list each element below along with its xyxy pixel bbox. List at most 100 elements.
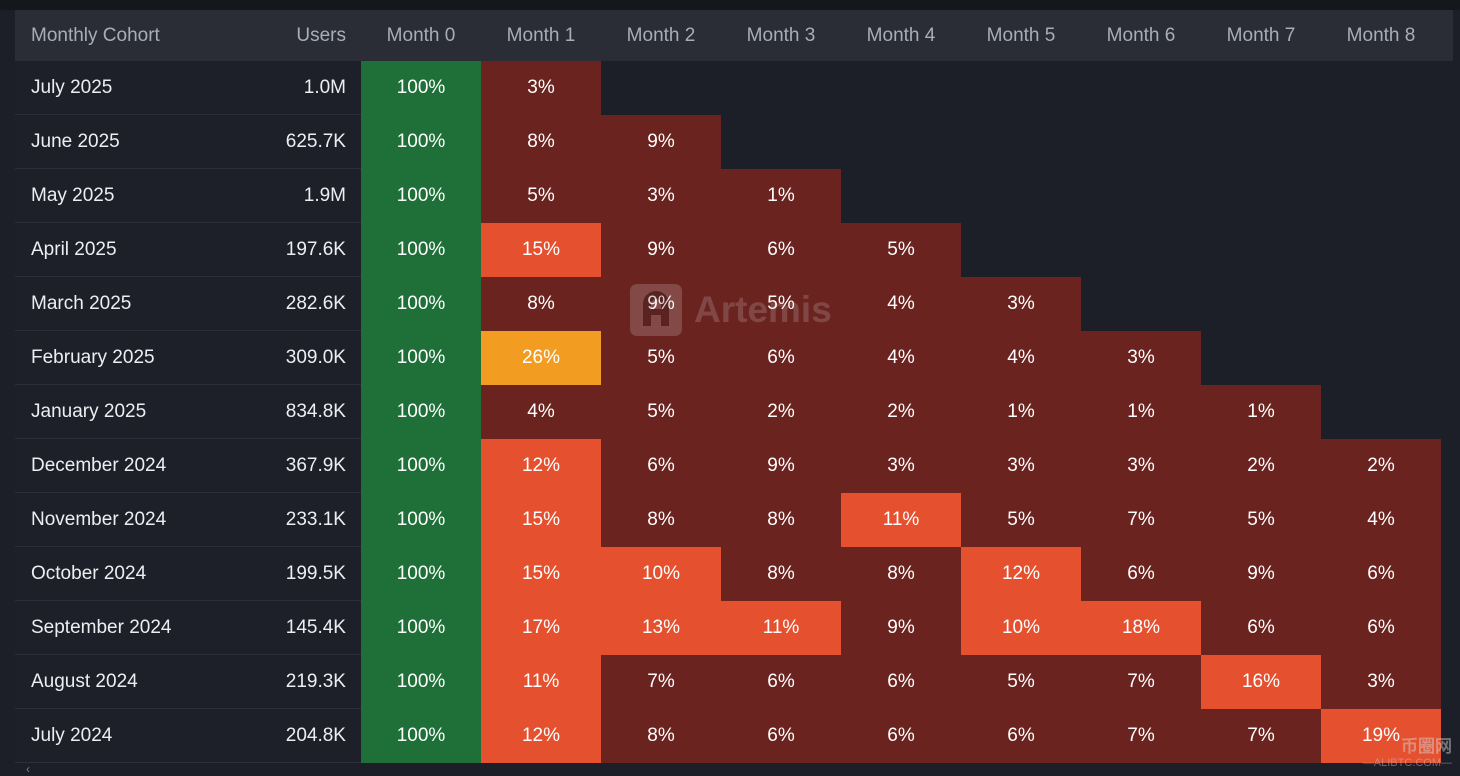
retention-cell: 1% (961, 385, 1081, 439)
retention-cell: 3% (961, 439, 1081, 493)
retention-cell: 3% (1321, 655, 1441, 709)
column-header-users[interactable]: Users (296, 25, 346, 46)
cohort-row: August 2024 219.3K 100% 11% 7% 6% 6% 5% 7% 16% 3% (15, 655, 1453, 709)
retention-cell: 3% (961, 277, 1081, 331)
retention-cell: 11% (841, 493, 961, 547)
retention-cell: 100% (361, 331, 481, 385)
cohort-row: March 2025 282.6K 100% 8% 9% 5% 4% 3% (15, 277, 1453, 331)
retention-cell: 10% (601, 547, 721, 601)
column-header-month-4[interactable]: Month 4 (866, 25, 936, 46)
cohort-label-cell: July 2025 1.0M (15, 61, 361, 115)
retention-cell: 7% (1081, 709, 1201, 763)
cohort-row: June 2025 625.7K 100% 8% 9% (15, 115, 1453, 169)
retention-cell: 100% (361, 709, 481, 763)
cohort-label-cell: February 2025 309.0K (15, 331, 361, 385)
retention-cell: 17% (481, 601, 601, 655)
column-header-month-0[interactable]: Month 0 (386, 25, 456, 46)
corner-watermark-cn: 币圈网 (1401, 737, 1452, 756)
column-header-month-7[interactable]: Month 7 (1226, 25, 1296, 46)
column-header-month-6[interactable]: Month 6 (1106, 25, 1176, 46)
cohort-users: 219.3K (285, 671, 346, 692)
retention-cell: 4% (1321, 493, 1441, 547)
retention-cell: 4% (961, 331, 1081, 385)
retention-cell: 15% (481, 547, 601, 601)
cohort-label-cell: September 2024 145.4K (15, 601, 361, 655)
retention-cell: 5% (1201, 493, 1321, 547)
cohort-label-cell: March 2025 282.6K (15, 277, 361, 331)
cohort-name: February 2025 (31, 347, 155, 368)
retention-cell: 12% (481, 439, 601, 493)
retention-cell: 5% (961, 493, 1081, 547)
retention-cell: 6% (841, 709, 961, 763)
retention-cell: 9% (721, 439, 841, 493)
retention-cell: 12% (481, 709, 601, 763)
cohort-row: February 2025 309.0K 100% 26% 5% 6% 4% 4% 3% (15, 331, 1453, 385)
retention-cell: 8% (721, 547, 841, 601)
retention-cell: 5% (721, 277, 841, 331)
retention-cell: 4% (481, 385, 601, 439)
retention-cell: 5% (961, 655, 1081, 709)
retention-cell: 1% (721, 169, 841, 223)
retention-cell: 15% (481, 223, 601, 277)
cohort-label-cell: January 2025 834.8K (15, 385, 361, 439)
retention-cell: 3% (1081, 439, 1201, 493)
cohort-label-cell: May 2025 1.9M (15, 169, 361, 223)
retention-cell: 15% (481, 493, 601, 547)
column-header-month-5[interactable]: Month 5 (986, 25, 1056, 46)
retention-cell: 100% (361, 439, 481, 493)
cohort-row: January 2025 834.8K 100% 4% 5% 2% 2% 1% 1% 1% (15, 385, 1453, 439)
corner-watermark: 币圈网 —ALIBTC.COM— (1363, 732, 1452, 769)
cohort-label-cell: August 2024 219.3K (15, 655, 361, 709)
scroll-left-icon[interactable]: ‹ (26, 762, 30, 776)
column-header-monthly-cohort[interactable]: Monthly Cohort (31, 25, 160, 46)
retention-cell: 6% (721, 655, 841, 709)
retention-cell: 12% (961, 547, 1081, 601)
retention-cell: 5% (601, 331, 721, 385)
retention-cell: 3% (841, 439, 961, 493)
retention-cell: 6% (721, 709, 841, 763)
cohort-users: 282.6K (285, 293, 346, 314)
retention-cell: 19% (1321, 709, 1441, 763)
retention-cell: 6% (1321, 601, 1441, 655)
retention-cell: 7% (1201, 709, 1321, 763)
retention-cell: 16% (1201, 655, 1321, 709)
cohort-name: April 2025 (31, 239, 117, 260)
column-header-month-2[interactable]: Month 2 (626, 25, 696, 46)
retention-cell: 11% (481, 655, 601, 709)
retention-cell: 9% (601, 277, 721, 331)
column-header-month-3[interactable]: Month 3 (746, 25, 816, 46)
retention-cell: 26% (481, 331, 601, 385)
cohort-label-cell: July 2024 204.8K (15, 709, 361, 763)
cohort-users: 834.8K (285, 401, 346, 422)
retention-cell: 9% (1201, 547, 1321, 601)
retention-cell: 100% (361, 655, 481, 709)
cohort-users: 204.8K (285, 725, 346, 746)
cohort-label-cell: June 2025 625.7K (15, 115, 361, 169)
retention-cell: 8% (721, 493, 841, 547)
cohort-row: July 2025 1.0M 100% 3% (15, 61, 1453, 115)
cohort-name: July 2024 (31, 725, 113, 746)
corner-watermark-en: —ALIBTC.COM— (1362, 757, 1452, 769)
cohort-users: 145.4K (285, 617, 346, 638)
retention-cell: 3% (1081, 331, 1201, 385)
retention-cell: 6% (721, 331, 841, 385)
cohort-name: June 2025 (31, 131, 120, 152)
column-header-month-1[interactable]: Month 1 (506, 25, 576, 46)
table-header: Monthly Cohort Users Month 0 Month 1 Month 2… (15, 10, 1453, 61)
retention-cell: 3% (601, 169, 721, 223)
cohort-row: November 2024 233.1K 100% 15% 8% 8% 11% 5% 7% 5% 4… (15, 493, 1453, 547)
cohort-users: 367.9K (285, 455, 346, 476)
cohort-row: May 2025 1.9M 100% 5% 3% 1% (15, 169, 1453, 223)
cohort-name: September 2024 (31, 617, 172, 638)
retention-cell: 2% (1201, 439, 1321, 493)
cohort-users: 197.6K (285, 239, 346, 260)
cohort-name: January 2025 (31, 401, 147, 422)
retention-cell: 2% (1321, 439, 1441, 493)
column-header-month-8[interactable]: Month 8 (1346, 25, 1416, 46)
retention-cell: 1% (1081, 385, 1201, 439)
retention-cell: 100% (361, 601, 481, 655)
cohort-label-cell: October 2024 199.5K (15, 547, 361, 601)
cohort-row: July 2024 204.8K 100% 12% 8% 6% 6% 6% 7% 7% 19% (15, 709, 1453, 763)
retention-cell: 4% (841, 331, 961, 385)
retention-cell: 5% (601, 385, 721, 439)
